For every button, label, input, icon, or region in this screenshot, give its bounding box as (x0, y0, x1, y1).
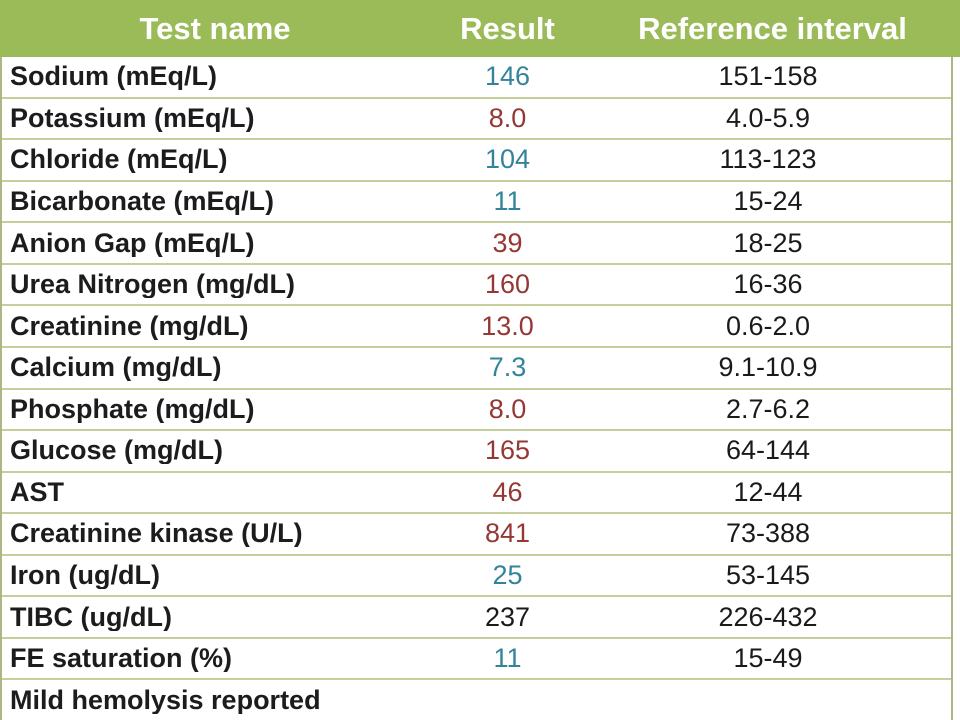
table-row: TIBC (ug/dL) 237 226-432 (2, 597, 951, 639)
table-row: Potassium (mEq/L) 8.0 4.0-5.9 (2, 98, 951, 141)
test-name-cell: Calcium (mg/dL) (10, 354, 222, 382)
test-name-cell: Creatinine (mg/dL) (10, 312, 249, 340)
reference-cell: 113-123 (719, 146, 817, 174)
header-cell-test-name: Test name (139, 10, 291, 46)
table-row: Phosphate (mg/dL) 8.0 2.7-6.2 (2, 389, 951, 432)
table-row: Mild hemolysis reported (2, 680, 951, 720)
table-row: Iron (ug/dL) 25 53-145 (2, 555, 951, 598)
table-row: Creatinine kinase (U/L) 841 73-388 (2, 514, 951, 556)
table-row: Chloride (mEq/L) 104 113-123 (2, 140, 951, 182)
reference-cell: 53-145 (725, 562, 811, 590)
test-name-cell: Anion Gap (mEq/L) (10, 229, 255, 257)
reference-cell: 151-158 (718, 63, 818, 91)
result-cell: 25 (492, 562, 523, 590)
result-cell: 8.0 (488, 395, 527, 423)
table-row: Anion Gap (mEq/L) 39 18-25 (2, 223, 951, 265)
reference-cell: 16-36 (733, 271, 803, 299)
reference-cell: 12-44 (733, 478, 803, 506)
result-cell: 160 (484, 271, 531, 299)
table-row: Sodium (mEq/L) 146 151-158 (2, 57, 951, 99)
result-cell: 8.0 (488, 104, 527, 132)
table-body: Sodium (mEq/L) 146 151-158 Potassium (mE… (0, 57, 953, 720)
reference-cell: 9.1-10.9 (718, 354, 818, 382)
test-name-cell: Sodium (mEq/L) (10, 63, 217, 91)
test-name-cell: Creatinine kinase (U/L) (10, 520, 303, 548)
result-cell: 11 (493, 187, 522, 215)
test-name-cell: FE saturation (%) (10, 645, 233, 673)
result-cell: 11 (493, 645, 522, 673)
result-cell: 46 (492, 478, 523, 506)
reference-cell: 4.0-5.9 (725, 104, 811, 132)
test-name-cell: Phosphate (mg/dL) (10, 395, 255, 423)
test-name-cell: Bicarbonate (mEq/L) (10, 187, 275, 215)
reference-cell: 15-24 (733, 187, 803, 215)
reference-cell: 15-49 (733, 645, 803, 673)
table-header-row: Test name Result Reference interval (0, 0, 960, 57)
test-name-cell: Iron (ug/dL) (10, 562, 160, 590)
table-row: AST 46 12-44 (2, 472, 951, 515)
reference-cell: 18-25 (733, 229, 803, 257)
reference-cell: 64-144 (725, 437, 811, 465)
reference-cell: 73-388 (725, 520, 811, 548)
test-name-cell: TIBC (ug/dL) (10, 603, 172, 631)
result-cell: 39 (492, 229, 523, 257)
table-row: Calcium (mg/dL) 7.3 9.1-10.9 (2, 347, 951, 390)
table-row: Glucose (mg/dL) 165 64-144 (2, 431, 951, 473)
result-cell: 237 (484, 603, 531, 631)
test-name-cell: Mild hemolysis reported (10, 686, 321, 714)
table-row: Urea Nitrogen (mg/dL) 160 16-36 (2, 264, 951, 307)
reference-cell: 0.6-2.0 (725, 312, 811, 340)
header-cell-result: Result (460, 10, 555, 46)
result-cell: 841 (484, 520, 531, 548)
reference-cell: 226-432 (718, 603, 818, 631)
table-row: FE saturation (%) 11 15-49 (2, 638, 951, 681)
test-name-cell: Glucose (mg/dL) (10, 437, 224, 465)
table-row: Bicarbonate (mEq/L) 11 15-24 (2, 181, 951, 224)
test-name-cell: Urea Nitrogen (mg/dL) (10, 271, 296, 299)
header-cell-reference-interval: Reference interval (638, 10, 907, 46)
result-cell: 7.3 (488, 354, 527, 382)
test-name-cell: Potassium (mEq/L) (10, 104, 255, 132)
result-cell: 165 (484, 437, 531, 465)
result-cell: 13.0 (481, 312, 534, 340)
result-cell: 146 (484, 63, 531, 91)
reference-cell: 2.7-6.2 (725, 395, 811, 423)
test-name-cell: AST (10, 478, 64, 506)
table-row: Creatinine (mg/dL) 13.0 0.6-2.0 (2, 306, 951, 348)
test-name-cell: Chloride (mEq/L) (10, 146, 228, 174)
result-cell: 104 (484, 146, 531, 174)
